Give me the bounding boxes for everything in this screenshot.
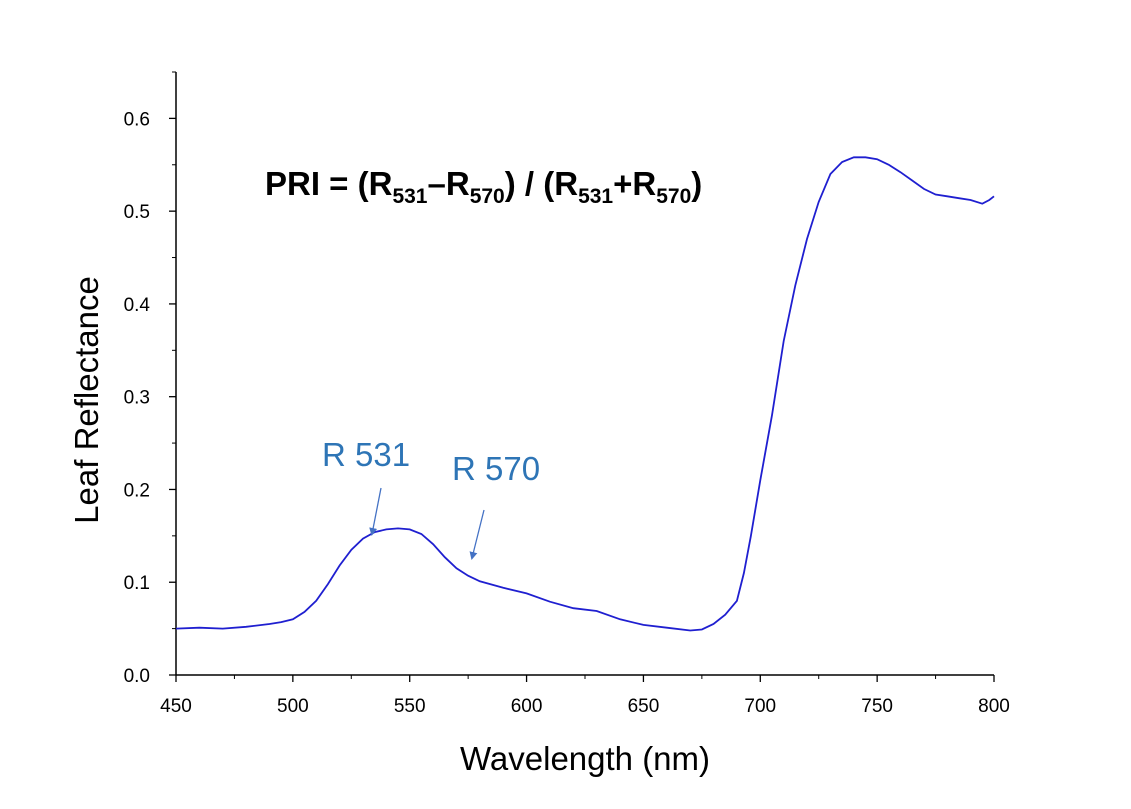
annotation-r531: R 531 <box>322 436 410 473</box>
y-tick-label: 0.2 <box>124 480 150 501</box>
y-tick-label: 0.5 <box>124 202 150 223</box>
y-ticks: 0.0 0.1 0.2 0.3 0.4 0.5 0.6 <box>124 71 176 687</box>
x-tick-label: 550 <box>394 696 426 717</box>
x-tick-label: 700 <box>744 696 776 717</box>
axes <box>175 72 994 676</box>
reflectance-line <box>175 156 995 632</box>
arrow-r531 <box>369 487 382 536</box>
y-tick-label: 0.1 <box>124 573 150 594</box>
x-axis-title: Wavelength (nm) <box>460 740 710 777</box>
x-tick-label: 500 <box>277 696 309 717</box>
annotation-r570: R 570 <box>452 450 540 487</box>
pri-formula: PRI = (R531–R570) / (R531+R570) <box>265 165 702 208</box>
y-tick-label: 0.4 <box>124 295 151 316</box>
x-ticks: 450 500 550 600 650 700 750 800 <box>160 675 1010 717</box>
x-tick-label: 650 <box>628 696 660 717</box>
x-tick-label: 600 <box>511 696 543 717</box>
arrow-r570 <box>469 509 485 560</box>
x-tick-label: 750 <box>861 696 893 717</box>
y-tick-label: 0.6 <box>124 109 150 130</box>
x-tick-label: 450 <box>160 696 192 717</box>
y-tick-label: 0.0 <box>124 666 150 687</box>
y-tick-label: 0.3 <box>124 388 150 409</box>
x-tick-label: 800 <box>978 696 1010 717</box>
y-axis-title: Leaf Reflectance <box>68 276 105 524</box>
